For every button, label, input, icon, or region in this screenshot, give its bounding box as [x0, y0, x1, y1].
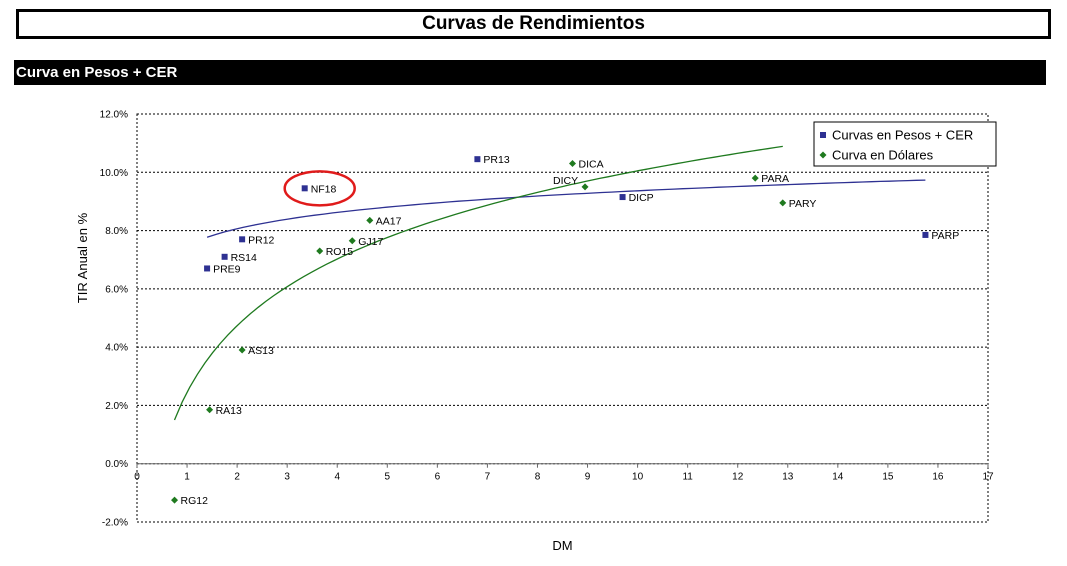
data-point-rg12 — [171, 496, 179, 504]
legend-entry-1: Curvas en Pesos + CER — [832, 128, 973, 143]
data-label-pr12: PR12 — [248, 234, 274, 246]
data-point-parp — [922, 231, 929, 238]
data-point-pr12 — [239, 236, 246, 243]
x-axis-title: DM — [552, 538, 572, 553]
data-label-pary: PARY — [789, 198, 817, 210]
data-point-dicy — [581, 183, 589, 191]
x-tick-label: 4 — [334, 472, 340, 483]
data-label-gj17: GJ17 — [358, 236, 383, 248]
y-tick-label: 4.0% — [105, 343, 128, 354]
y-tick-label: 12.0% — [100, 110, 128, 121]
data-label-ro15: RO15 — [326, 246, 354, 258]
y-tick-label: 0.0% — [105, 459, 128, 470]
x-tick-label: 12 — [732, 472, 744, 483]
data-point-pary — [779, 199, 787, 207]
data-point-dica — [569, 160, 577, 168]
data-label-as13: AS13 — [248, 345, 274, 357]
data-point-pre9 — [204, 265, 211, 272]
data-point-rs14 — [221, 253, 228, 260]
data-label-rs14: RS14 — [231, 252, 257, 264]
data-label-rg12: RG12 — [181, 495, 209, 507]
data-label-dica: DICA — [579, 159, 604, 171]
data-label-pr13: PR13 — [483, 154, 509, 166]
data-label-ra13: RA13 — [216, 405, 242, 417]
data-point-nf18 — [301, 185, 308, 192]
x-tick-label: 3 — [284, 472, 290, 483]
data-point-dicp — [619, 194, 626, 201]
x-tick-label: 14 — [832, 472, 844, 483]
page-title: Curvas de Rendimientos — [16, 9, 1051, 39]
y-tick-label: -2.0% — [102, 518, 128, 529]
data-point-para — [751, 174, 759, 182]
data-point-aa17 — [366, 216, 374, 224]
x-tick-label: 1 — [184, 472, 190, 483]
data-label-nf18: NF18 — [311, 183, 337, 195]
x-tick-label: 6 — [435, 472, 441, 483]
legend-marker-1 — [820, 132, 826, 138]
x-tick-label: 9 — [585, 472, 591, 483]
data-point-pr13 — [474, 156, 481, 163]
trendline-series-1 — [206, 179, 926, 238]
y-tick-label: 2.0% — [105, 401, 128, 412]
x-tick-label: 0 — [134, 472, 140, 483]
data-label-dicy: DICY — [553, 175, 578, 187]
x-tick-label: 11 — [682, 472, 693, 483]
x-tick-label: 5 — [385, 472, 391, 483]
legend-entry-2: Curva en Dólares — [832, 148, 934, 163]
x-tick-label: 13 — [782, 472, 794, 483]
x-tick-label: 15 — [882, 472, 894, 483]
data-point-gj17 — [348, 237, 356, 245]
data-label-pre9: PRE9 — [213, 263, 241, 275]
highlight-ellipse — [283, 170, 356, 207]
data-label-parp: PARP — [931, 230, 959, 242]
data-label-aa17: AA17 — [376, 215, 402, 227]
data-point-ro15 — [316, 247, 324, 255]
legend-marker-2 — [819, 151, 827, 159]
data-label-para: PARA — [761, 173, 789, 185]
y-tick-label: 10.0% — [100, 168, 128, 179]
y-tick-label: 8.0% — [105, 226, 128, 237]
data-label-dicp: DICP — [629, 192, 654, 204]
plot-area-border — [136, 113, 989, 523]
y-axis-title: TIR Anual en % — [75, 212, 90, 303]
section-header: Curva en Pesos + CER — [14, 60, 1046, 85]
y-tick-label: 6.0% — [105, 284, 128, 295]
x-tick-label: 7 — [485, 472, 491, 483]
data-point-ra13 — [206, 406, 214, 414]
trendline-series-2 — [173, 145, 783, 421]
x-tick-label: 8 — [535, 472, 541, 483]
x-tick-label: 2 — [234, 472, 240, 483]
data-point-as13 — [238, 346, 246, 354]
x-tick-label: 16 — [932, 472, 944, 483]
x-tick-label: 17 — [982, 472, 994, 483]
legend-box — [813, 121, 997, 167]
x-tick-label: 10 — [632, 472, 644, 483]
